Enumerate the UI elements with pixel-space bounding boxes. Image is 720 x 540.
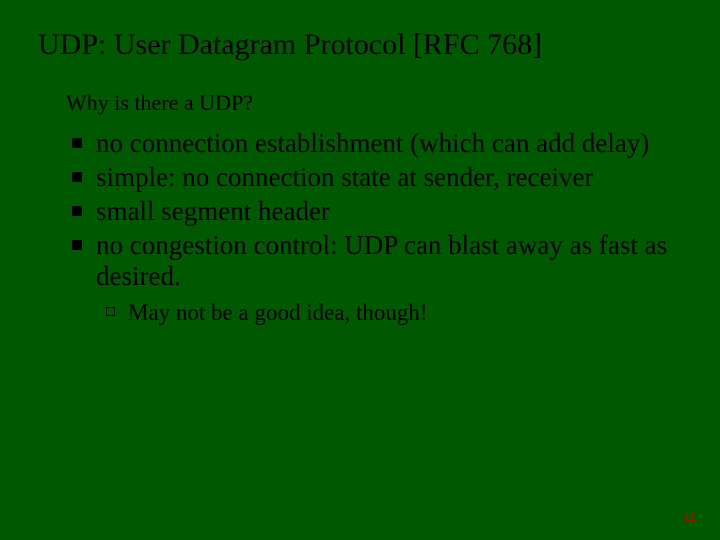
list-item: May not be a good idea, though!	[128, 299, 692, 327]
square-bullet-icon	[72, 206, 82, 216]
list-item: no congestion control: UDP can blast awa…	[96, 230, 692, 327]
square-bullet-icon	[72, 240, 82, 250]
sub-bullet-list: May not be a good idea, though!	[96, 293, 692, 327]
square-bullet-icon	[72, 138, 82, 148]
bullet-list: no connection establishment (which can a…	[0, 116, 720, 327]
bullet-text: no connection establishment (which can a…	[96, 128, 649, 158]
square-bullet-icon	[72, 172, 82, 182]
list-item: simple: no connection state at sender, r…	[96, 162, 692, 194]
list-item: no connection establishment (which can a…	[96, 128, 692, 160]
bullet-text: no congestion control: UDP can blast awa…	[96, 230, 667, 292]
slide-title: UDP: User Datagram Protocol [RFC 768]	[0, 0, 720, 62]
list-item: small segment header	[96, 196, 692, 228]
bullet-text: simple: no connection state at sender, r…	[96, 162, 593, 192]
sub-bullet-text: May not be a good idea, though!	[128, 300, 428, 325]
square-outline-bullet-icon	[106, 307, 115, 316]
page-number: 11	[684, 510, 696, 524]
slide-subtitle: Why is there a UDP?	[0, 62, 720, 116]
bullet-text: small segment header	[96, 196, 330, 226]
